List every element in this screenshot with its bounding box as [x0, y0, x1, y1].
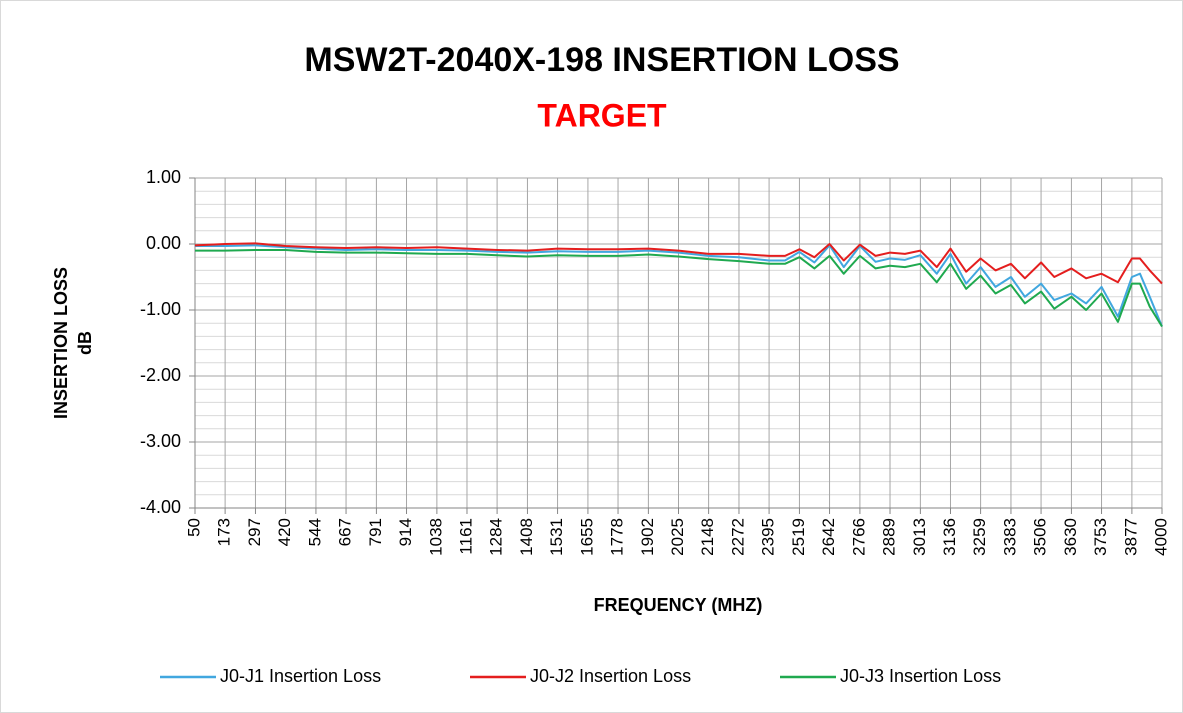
- x-tick-label: 1778: [608, 518, 627, 556]
- x-tick-label: 2395: [759, 518, 778, 556]
- y-tick-label: -1.00: [140, 299, 181, 319]
- chart-subtitle: TARGET: [537, 97, 667, 133]
- y-tick-label: 0.00: [146, 233, 181, 253]
- y-tick-label: -2.00: [140, 365, 181, 385]
- chart-title: MSW2T-2040X-198 INSERTION LOSS: [304, 41, 899, 79]
- x-tick-label: 297: [245, 518, 264, 546]
- x-tick-label: 173: [215, 518, 234, 546]
- y-axis-label: INSERTION LOSS: [51, 267, 71, 419]
- y-axis-label: dB: [75, 331, 95, 355]
- x-tick-label: 1038: [426, 518, 445, 556]
- series-line: [194, 242, 1163, 285]
- x-tick-label: 3753: [1091, 518, 1110, 556]
- x-tick-label: 420: [275, 518, 294, 546]
- x-tick-label: 4000: [1151, 518, 1170, 556]
- x-tick-label: 2025: [668, 518, 687, 556]
- x-tick-label: 3877: [1121, 518, 1140, 556]
- x-tick-label: 914: [396, 518, 415, 546]
- x-tick-label: 1531: [547, 518, 566, 556]
- x-tick-label: 1284: [487, 518, 506, 556]
- x-tick-label: 2642: [819, 518, 838, 556]
- x-tick-label: 3630: [1061, 518, 1080, 556]
- x-tick-label: 2766: [849, 518, 868, 556]
- x-tick-label: 50: [184, 518, 203, 537]
- y-tick-label: 1.00: [146, 167, 181, 187]
- x-tick-label: 544: [305, 518, 324, 546]
- x-tick-label: 1655: [577, 518, 596, 556]
- legend-label: J0-J3 Insertion Loss: [840, 666, 1001, 686]
- x-tick-label: 3383: [1000, 518, 1019, 556]
- x-tick-label: 3259: [970, 518, 989, 556]
- legend-label: J0-J1 Insertion Loss: [220, 666, 381, 686]
- x-tick-label: 2519: [789, 518, 808, 556]
- y-tick-label: -4.00: [140, 497, 181, 517]
- x-tick-label: 1902: [638, 518, 657, 556]
- x-tick-label: 667: [336, 518, 355, 546]
- x-tick-label: 791: [366, 518, 385, 546]
- series-line: [195, 248, 1163, 328]
- x-tick-label: 3013: [910, 518, 929, 556]
- x-tick-label: 3136: [940, 518, 959, 556]
- x-axis-label: FREQUENCY (MHZ): [594, 595, 763, 615]
- x-tick-label: 1161: [456, 518, 475, 555]
- legend-label: J0-J2 Insertion Loss: [530, 666, 691, 686]
- x-tick-label: 2148: [698, 518, 717, 556]
- x-tick-label: 3506: [1031, 518, 1050, 556]
- x-tick-label: 1408: [517, 518, 536, 556]
- y-tick-label: -3.00: [140, 431, 181, 451]
- x-tick-label: 2272: [728, 518, 747, 556]
- x-tick-label: 2889: [880, 518, 899, 556]
